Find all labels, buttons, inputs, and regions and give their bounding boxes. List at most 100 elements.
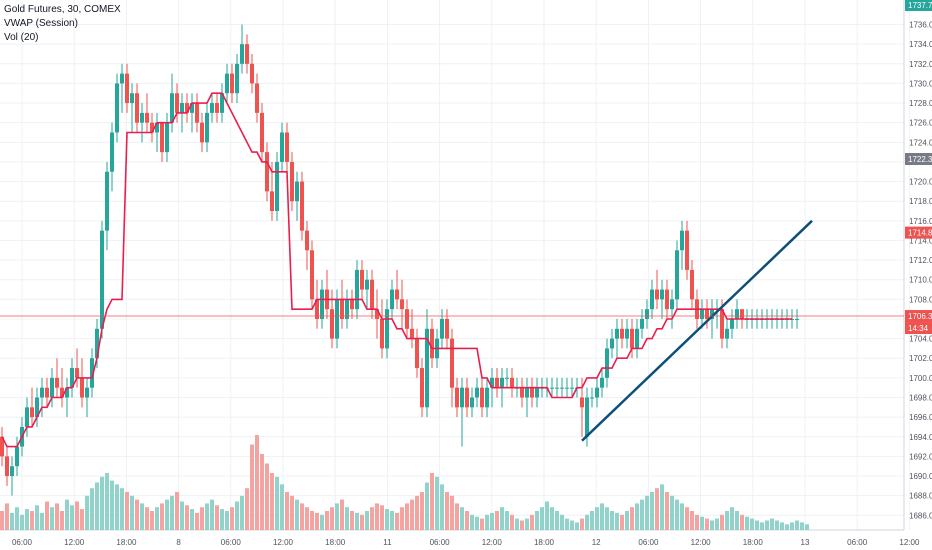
candle-body xyxy=(0,436,4,457)
candle-body xyxy=(690,269,694,300)
candle-body xyxy=(240,44,244,64)
candle-body xyxy=(370,279,374,310)
volume-bar xyxy=(240,495,244,530)
volume-bar xyxy=(605,507,609,530)
volume-bar xyxy=(680,503,684,530)
volume-bar xyxy=(545,501,549,530)
candle-body xyxy=(710,309,714,319)
volume-bar xyxy=(395,512,399,530)
volume-bar xyxy=(415,495,419,530)
volume-bar xyxy=(370,507,374,530)
candle-body xyxy=(405,309,409,329)
volume-bar xyxy=(35,505,39,530)
candle-body xyxy=(640,318,644,329)
volume-bar xyxy=(315,512,319,530)
volume-bar xyxy=(205,503,209,530)
volume-bar xyxy=(180,501,184,530)
candle-body xyxy=(250,63,254,84)
volume-bar xyxy=(215,505,219,530)
volume-bar xyxy=(705,518,709,530)
candle-body xyxy=(560,387,564,389)
volume-bar xyxy=(385,509,389,530)
volume-bar xyxy=(665,492,669,530)
volume-bar xyxy=(660,484,664,530)
candle-body xyxy=(255,83,259,113)
candle-body xyxy=(565,387,569,389)
legend-title: Gold Futures, 30, COMEX xyxy=(4,4,121,15)
candle-body xyxy=(460,387,464,408)
candle-body xyxy=(310,250,314,300)
candle-body xyxy=(490,377,494,388)
volume-bar xyxy=(640,499,644,530)
volume-bar xyxy=(320,514,324,530)
candle-body xyxy=(585,397,589,437)
volume-bar xyxy=(30,511,34,530)
candle-body xyxy=(580,397,584,408)
candle-body xyxy=(80,377,84,398)
x-tick-label: 06:00 xyxy=(221,538,242,547)
badge-mid-price: 1722.3 xyxy=(908,155,932,164)
volume-bar xyxy=(685,507,689,530)
volume-bar xyxy=(470,514,474,530)
volume-bar xyxy=(650,492,654,530)
candle-body xyxy=(345,299,349,319)
volume-bar xyxy=(135,499,139,530)
volume-bar xyxy=(325,511,329,530)
y-tick-label: 1736.0 xyxy=(909,21,932,30)
candle-body xyxy=(355,269,359,310)
volume-bar xyxy=(210,499,214,530)
x-tick-label: 12:00 xyxy=(899,538,920,547)
volume-bar xyxy=(100,476,104,530)
volume-bar xyxy=(165,499,169,530)
volume-bar xyxy=(790,522,794,530)
volume-bar xyxy=(635,503,639,530)
badge-vwap-price-bg xyxy=(905,226,932,239)
candle-body xyxy=(45,387,49,398)
candle-body xyxy=(630,328,634,349)
volume-bar xyxy=(550,507,554,530)
volume-bar xyxy=(805,524,809,530)
candle-body xyxy=(180,103,184,113)
volume-bar xyxy=(340,499,344,530)
volume-bar xyxy=(350,511,354,530)
volume-bar xyxy=(505,511,509,530)
y-tick-label: 1702.0 xyxy=(909,354,932,363)
volume-bar xyxy=(735,511,739,530)
volume-bar xyxy=(610,511,614,530)
candle-body xyxy=(615,328,619,339)
volume-bar xyxy=(535,511,539,530)
candle-body xyxy=(150,122,154,133)
volume-bar xyxy=(465,511,469,530)
volume-bar xyxy=(775,520,779,530)
candle-body xyxy=(165,122,169,153)
volume-bar xyxy=(540,507,544,530)
x-tick-label: 13 xyxy=(801,538,810,547)
candle-body xyxy=(30,407,34,418)
volume-bar xyxy=(445,492,449,530)
candle-body xyxy=(105,171,109,231)
volume-bar xyxy=(560,514,564,530)
x-tick-label: 8 xyxy=(176,538,181,547)
volume-bar xyxy=(65,499,69,530)
candle-body xyxy=(175,93,179,113)
volume-bar xyxy=(715,518,719,530)
volume-bar xyxy=(645,495,649,530)
candle-body xyxy=(10,466,14,477)
candle-body xyxy=(145,112,149,123)
candle-body xyxy=(635,328,639,349)
candle-body xyxy=(340,299,344,319)
candle-body xyxy=(505,377,509,379)
volume-bar xyxy=(725,511,729,530)
candle-body xyxy=(700,309,704,319)
x-tick-label: 06:00 xyxy=(847,538,868,547)
volume-bar xyxy=(485,514,489,530)
candle-body xyxy=(400,299,404,310)
volume-bar xyxy=(740,514,744,530)
volume-bar xyxy=(95,482,99,530)
candle-body xyxy=(500,377,504,388)
candle-body xyxy=(675,250,679,300)
volume-bar xyxy=(220,509,224,530)
candle-body xyxy=(90,358,94,388)
candle-body xyxy=(195,103,199,123)
